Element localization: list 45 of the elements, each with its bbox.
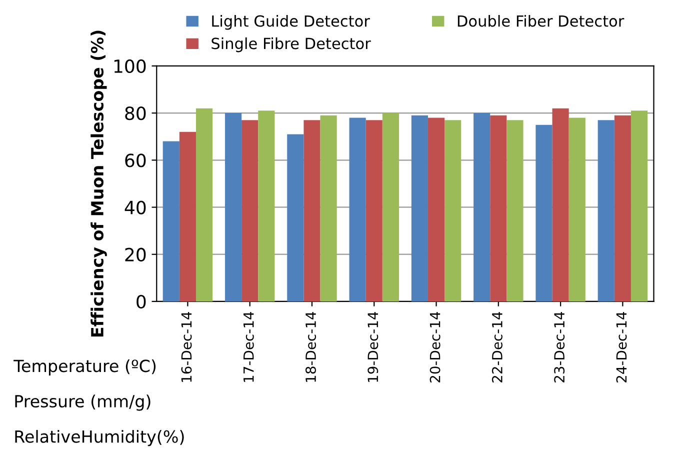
x-tick-label: 24-Dec-14 [616, 312, 627, 382]
bar [630, 110, 648, 302]
y-tick-label: 100 [114, 59, 146, 74]
bar [320, 115, 337, 302]
bar [242, 120, 258, 302]
bar [304, 120, 320, 302]
bar [506, 120, 524, 302]
y-tick-label: 60 [125, 154, 146, 168]
x-tick-label: 20-Dec-14 [430, 312, 440, 382]
bar [598, 120, 614, 302]
legend-label: Light Guide Detector [212, 14, 370, 30]
x-tick-label: 17-Dec-14 [244, 312, 254, 382]
bar [490, 115, 507, 302]
y-axis-title: Efficiency of Muon Telescope (%) [90, 30, 107, 336]
legend-label: Double Fiber Detector [458, 14, 624, 27]
x-tick-label: 18-Dec-14 [306, 312, 316, 382]
bar [196, 108, 213, 302]
bar [224, 113, 242, 302]
bar [444, 120, 462, 302]
bar [366, 120, 382, 302]
x-tick-label: 22-Dec-14 [492, 312, 502, 382]
y-tick-label: 20 [125, 248, 146, 262]
bar [162, 141, 180, 302]
bar [552, 108, 569, 302]
bar [258, 110, 275, 302]
y-tick-label: 0 [136, 294, 146, 309]
bar [568, 118, 586, 302]
y-tick-label: 40 [124, 200, 146, 214]
bar [179, 132, 196, 302]
x-tick-label: 19-Dec-14 [368, 312, 378, 382]
y-tick-label: 80 [125, 106, 146, 120]
x-tick-label: 16-Dec-14 [181, 312, 192, 382]
bar [349, 118, 366, 302]
bar [287, 134, 304, 302]
text: Pressure (mm/g) [15, 394, 150, 411]
bar [382, 113, 399, 302]
bar [614, 115, 631, 302]
legend-label: Single Fibre Detector [212, 37, 371, 52]
x-tick-label: 23-Dec-14 [554, 312, 565, 382]
bar [428, 118, 445, 302]
text: RelativeHumidity(%) [15, 430, 184, 446]
bar [474, 113, 490, 302]
bar [536, 124, 552, 302]
text: Temperature (ºC) [14, 359, 156, 376]
bar [411, 115, 428, 302]
